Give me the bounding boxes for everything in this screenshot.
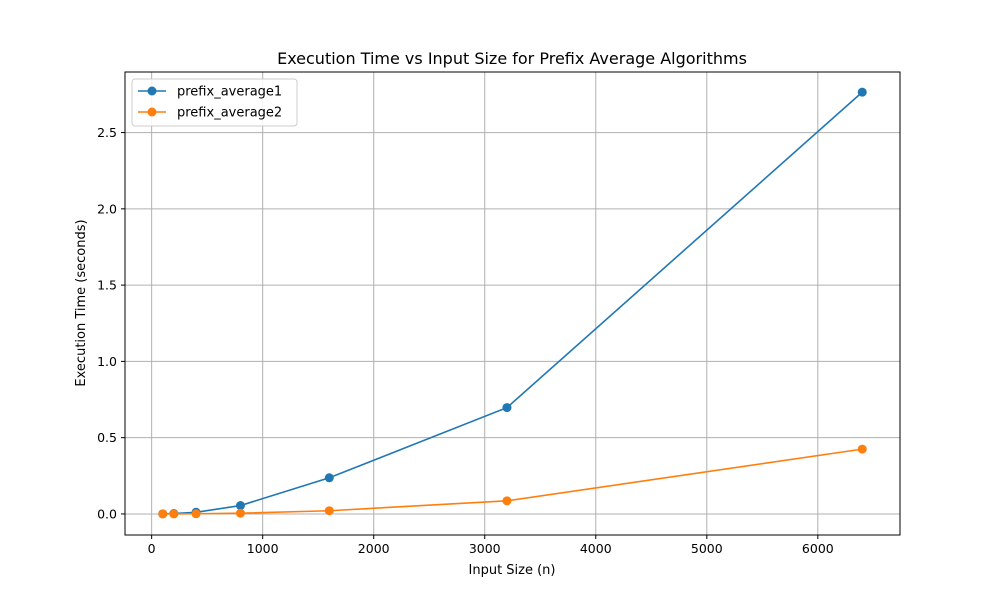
y-tick-label: 1.0 — [97, 354, 117, 369]
legend-item: prefix_average2 — [138, 106, 282, 121]
x-tick-label: 5000 — [691, 541, 723, 556]
series-group — [158, 87, 867, 519]
data-point — [191, 509, 201, 519]
data-point — [857, 444, 867, 454]
series-prefix_average1 — [158, 87, 867, 519]
grid-lines — [125, 72, 900, 535]
legend-box — [131, 78, 298, 127]
legend-marker — [147, 107, 157, 117]
y-tick-label: 0.0 — [97, 506, 117, 521]
x-axis-ticks: 0 1000 2000 3000 4000 5000 6000 — [148, 535, 834, 556]
legend: prefix_average1 prefix_average2 — [131, 78, 298, 127]
y-tick-label: 1.5 — [97, 278, 117, 293]
data-point — [857, 87, 867, 97]
y-tick-label: 0.5 — [97, 430, 117, 445]
x-tick-label: 1000 — [247, 541, 279, 556]
series-prefix_average2 — [158, 444, 867, 519]
y-tick-label: 2.5 — [97, 125, 117, 140]
x-tick-label: 4000 — [580, 541, 612, 556]
y-tick-label: 2.0 — [97, 201, 117, 216]
data-point — [324, 473, 334, 483]
x-axis-label: Input Size (n) — [469, 563, 556, 578]
x-tick-label: 2000 — [358, 541, 390, 556]
series-line — [162, 448, 863, 515]
x-tick-label: 6000 — [802, 541, 834, 556]
y-axis-label: Execution Time (seconds) — [74, 219, 89, 386]
data-point — [324, 506, 334, 516]
data-point — [502, 496, 512, 506]
x-tick-label: 3000 — [469, 541, 501, 556]
legend-item: prefix_average1 — [138, 85, 282, 100]
data-point — [235, 508, 245, 518]
x-tick-label: 0 — [148, 541, 156, 556]
legend-marker — [147, 86, 157, 96]
legend-label: prefix_average2 — [177, 106, 282, 121]
data-point — [158, 509, 168, 519]
data-point — [502, 403, 512, 413]
chart-title: Execution Time vs Input Size for Prefix … — [277, 49, 747, 68]
data-point — [169, 509, 179, 519]
plot-area-frame — [124, 71, 901, 536]
data-point — [235, 501, 245, 511]
legend-label: prefix_average1 — [177, 85, 282, 100]
series-line — [162, 91, 863, 515]
y-axis-ticks: 0.0 0.5 1.0 1.5 2.0 2.5 — [97, 125, 125, 521]
